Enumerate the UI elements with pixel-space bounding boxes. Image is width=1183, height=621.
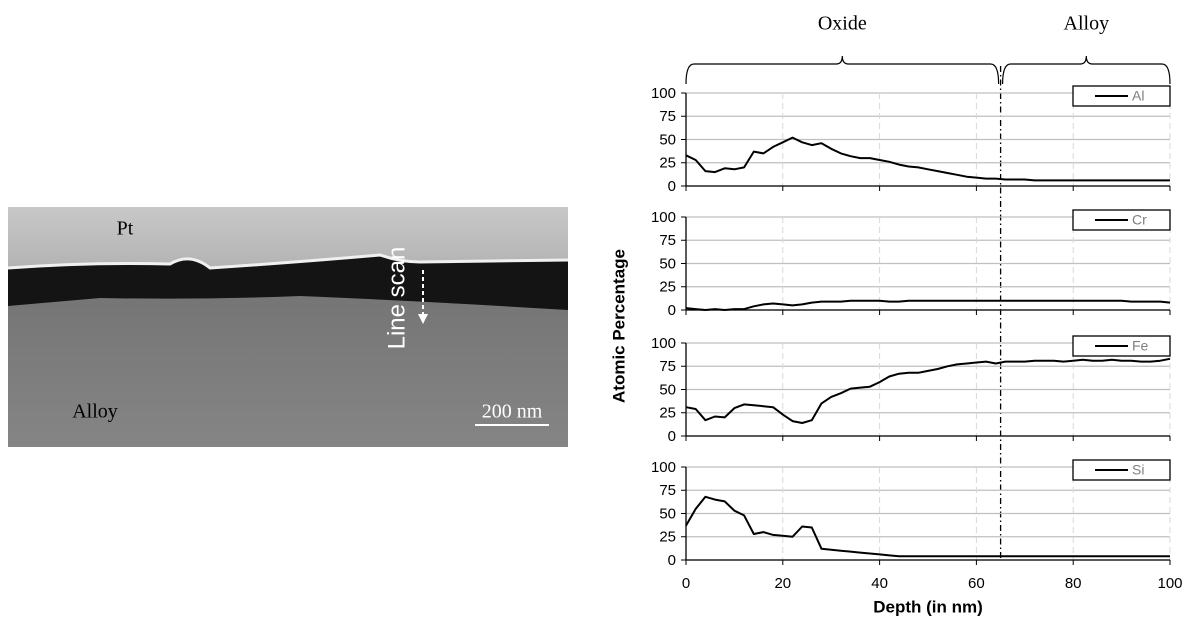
y-tick-label: 0 — [668, 178, 676, 195]
legend-label: Al — [1132, 88, 1144, 104]
y-tick-label: 50 — [659, 131, 676, 148]
region-label: Alloy — [1064, 13, 1110, 35]
y-tick-label: 100 — [651, 335, 676, 352]
interface — [7, 253, 569, 270]
y-tick-label: 0 — [668, 428, 676, 445]
data-line — [685, 136, 1170, 182]
x-tick-label: 60 — [968, 575, 985, 592]
region-brace — [685, 55, 1000, 85]
y-tick-label: 25 — [659, 155, 676, 172]
y-tick-label: 75 — [659, 482, 676, 499]
scale-label: 200 nm — [482, 401, 543, 423]
x-tick-label: 100 — [1157, 575, 1182, 592]
x-tick-label: 40 — [871, 575, 888, 592]
y-tick-label: 25 — [659, 405, 676, 422]
data-line — [685, 299, 1171, 311]
y-tick-label: 50 — [659, 381, 676, 398]
legend-label: Fe — [1132, 338, 1149, 354]
y-tick-label: 50 — [659, 505, 676, 522]
image-label: Pt — [117, 218, 134, 240]
x-tick-label: 80 — [1065, 575, 1082, 592]
y-tick-label: 75 — [659, 358, 676, 375]
y-axis-label: Atomic Percentage — [609, 249, 628, 403]
y-tick-label: 100 — [651, 85, 676, 102]
y-tick-label: 75 — [659, 108, 676, 125]
y-tick-label: 0 — [668, 552, 676, 569]
data-line — [685, 495, 1170, 558]
y-tick-label: 100 — [651, 459, 676, 476]
legend-label: Si — [1132, 462, 1144, 478]
scan-arrow-head — [418, 314, 428, 324]
image-label: Alloy — [72, 401, 118, 423]
region-label: Oxide — [818, 13, 867, 35]
y-tick-label: 0 — [668, 302, 676, 319]
x-tick-label: 20 — [774, 575, 791, 592]
y-tick-label: 75 — [659, 232, 676, 249]
y-tick-label: 100 — [651, 209, 676, 226]
data-line — [685, 357, 1171, 424]
region-brace — [1002, 55, 1171, 85]
x-axis-label: Depth (in nm) — [873, 597, 983, 616]
legend-label: Cr — [1132, 212, 1147, 228]
image-label: Line scan — [383, 247, 410, 350]
y-tick-label: 25 — [659, 529, 676, 546]
y-tick-label: 50 — [659, 255, 676, 272]
x-tick-label: 0 — [682, 575, 690, 592]
micrograph: Pt Line scan Alloy 200 nm — [7, 207, 569, 447]
y-tick-label: 25 — [659, 279, 676, 296]
oxide-band — [8, 255, 568, 310]
